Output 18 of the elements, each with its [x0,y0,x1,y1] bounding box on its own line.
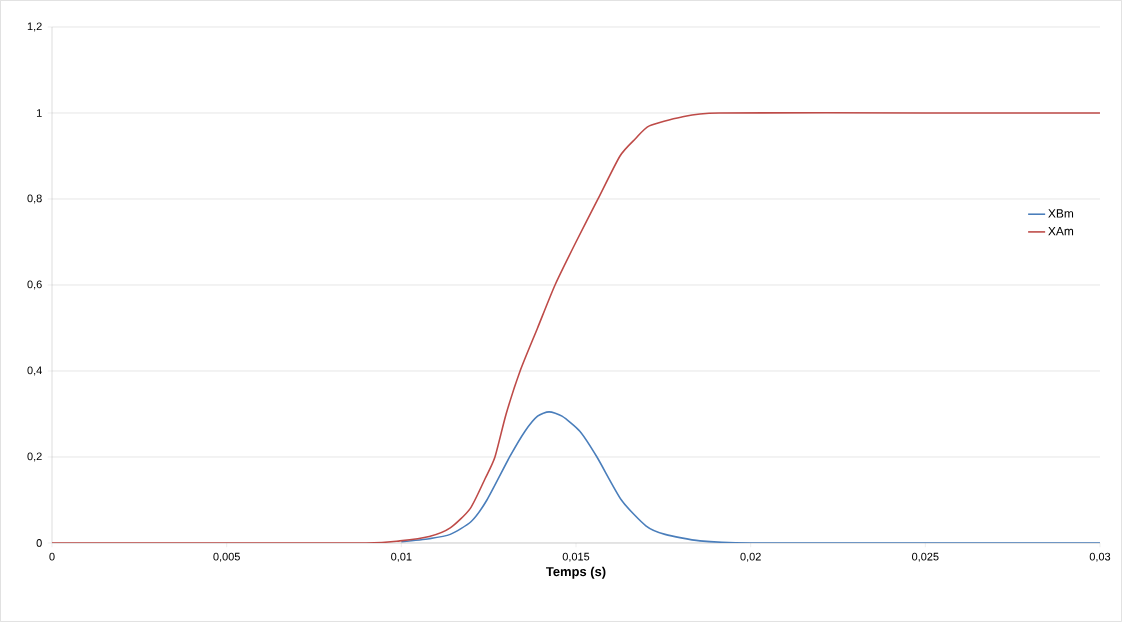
x-tick-label: 0,015 [562,552,590,562]
y-tick-label: 1,2 [27,22,42,32]
x-axis-title: Temps (s) [546,566,606,579]
x-tick-label: 0,03 [1089,552,1111,562]
y-tick-label: 0 [36,539,42,547]
line-series [400,411,1100,543]
legend-label: XBm [1048,209,1074,218]
x-tick-label: 0,005 [213,552,240,562]
y-tick-label: 1 [36,109,42,117]
legend-label: XAm [1048,227,1074,236]
y-tick-label: 0,6 [27,280,42,290]
y-tick-label: 0,2 [27,452,42,462]
x-tick-label: 0,02 [740,552,761,562]
y-tick-label: 0,8 [27,194,42,204]
x-tick-label: 0 [49,552,55,561]
x-tick-label: 0,025 [912,552,939,562]
y-tick-label: 0,4 [27,366,42,376]
x-tick-label: 0,01 [391,552,412,562]
